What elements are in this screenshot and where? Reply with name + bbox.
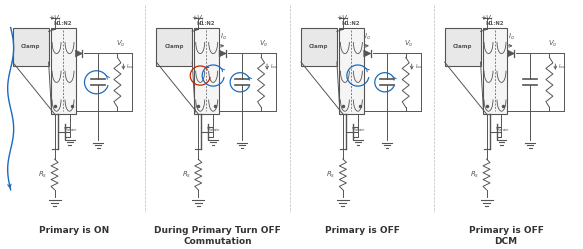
- Text: $V_o$: $V_o$: [547, 39, 557, 49]
- Text: $I_o$: $I_o$: [364, 32, 371, 42]
- Text: Clamp: Clamp: [164, 44, 184, 49]
- Text: $V_{drain}$: $V_{drain}$: [62, 125, 78, 134]
- Text: $R_s$: $R_s$: [38, 169, 47, 180]
- Text: $+V_i$: $+V_i$: [336, 14, 350, 24]
- Bar: [156, 28, 192, 66]
- Text: N1:N2: N1:N2: [342, 21, 360, 26]
- Text: Primary is ON: Primary is ON: [39, 226, 109, 235]
- Text: $R_s$: $R_s$: [470, 169, 479, 180]
- Polygon shape: [219, 50, 226, 57]
- Text: $V_o$: $V_o$: [115, 39, 125, 49]
- Bar: [483, 28, 507, 114]
- Text: $V_o$: $V_o$: [404, 39, 413, 49]
- Bar: [13, 28, 48, 66]
- Text: $I_{out}$: $I_{out}$: [415, 62, 424, 71]
- Text: $I_{out}$: $I_{out}$: [559, 62, 567, 71]
- Bar: [194, 28, 219, 114]
- Polygon shape: [507, 50, 514, 57]
- Text: During Primary Turn OFF
Commutation: During Primary Turn OFF Commutation: [154, 226, 281, 246]
- Text: Clamp: Clamp: [453, 44, 472, 49]
- Text: $+V_i$: $+V_i$: [480, 14, 494, 24]
- Text: $V_{drain}$: $V_{drain}$: [494, 125, 510, 134]
- Text: Primary is OFF
DCM: Primary is OFF DCM: [469, 226, 543, 246]
- Bar: [339, 28, 364, 114]
- Text: $+V_i$: $+V_i$: [191, 14, 205, 24]
- Text: N1:N2: N1:N2: [197, 21, 216, 26]
- Polygon shape: [76, 50, 83, 57]
- Text: N1:N2: N1:N2: [53, 21, 72, 26]
- Text: $+V_i$: $+V_i$: [48, 14, 62, 24]
- Bar: [445, 28, 480, 66]
- Text: Clamp: Clamp: [309, 44, 329, 49]
- Text: $I_{out}$: $I_{out}$: [127, 62, 135, 71]
- Text: $I_o$: $I_o$: [220, 32, 227, 42]
- Text: Clamp: Clamp: [21, 44, 40, 49]
- Text: $V_{drain}$: $V_{drain}$: [206, 125, 221, 134]
- Text: $V_{drain}$: $V_{drain}$: [351, 125, 366, 134]
- Text: N1:N2: N1:N2: [485, 21, 504, 26]
- Polygon shape: [364, 50, 371, 57]
- Text: $R_s$: $R_s$: [181, 169, 191, 180]
- Text: $V_o$: $V_o$: [259, 39, 269, 49]
- Text: $I_o$: $I_o$: [508, 32, 515, 42]
- Bar: [51, 28, 76, 114]
- Bar: [301, 28, 337, 66]
- Text: $R_s$: $R_s$: [326, 169, 336, 180]
- Text: $I_{out}$: $I_{out}$: [270, 62, 279, 71]
- Text: Primary is OFF: Primary is OFF: [325, 226, 400, 235]
